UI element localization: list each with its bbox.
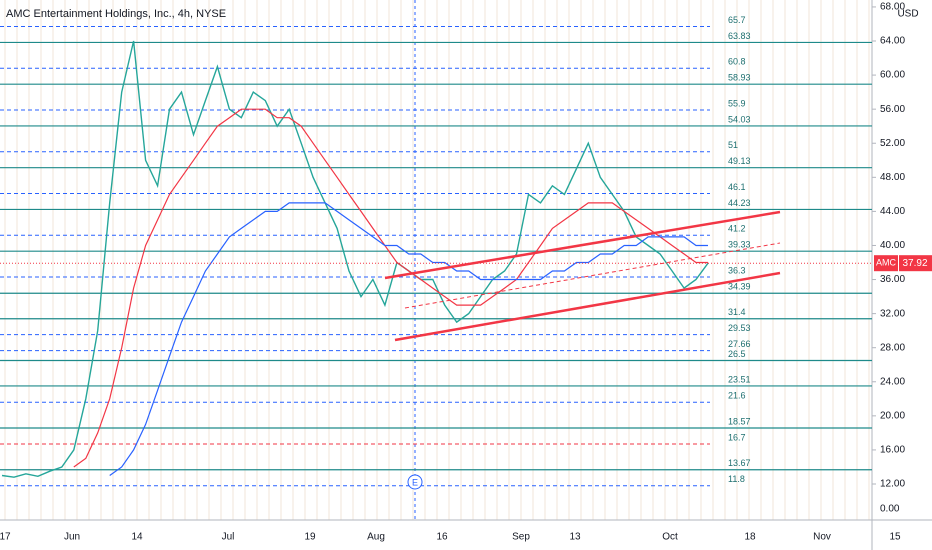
chart-title: AMC Entertainment Holdings, Inc., 4h, NY… (6, 8, 226, 20)
level-label: 36.3 (728, 265, 746, 275)
x-tick-label: Jul (222, 532, 235, 543)
level-label: 46.1 (728, 182, 746, 192)
y-tick-label: 64.00 (880, 36, 905, 47)
volume-tick-label: 0.00 (880, 504, 900, 515)
level-label: 27.66 (728, 339, 751, 349)
symbol-label: AMC (876, 258, 897, 268)
y-tick-label: 32.00 (880, 308, 905, 319)
level-label: 21.6 (728, 391, 746, 401)
level-label: 18.57 (728, 416, 751, 426)
level-label: 34.39 (728, 282, 751, 292)
level-label: 13.67 (728, 458, 751, 468)
level-label: 54.03 (728, 114, 751, 124)
vertical-grid (4, 0, 870, 520)
y-tick-label: 60.00 (880, 70, 905, 81)
series-line (73, 108, 708, 468)
x-tick-label: Nov (813, 532, 831, 543)
y-tick-label: 52.00 (880, 138, 905, 149)
level-label: 39.33 (728, 240, 751, 250)
x-tick-label: 17 (0, 532, 11, 543)
channel-lower (394, 271, 781, 342)
level-label: 16.7 (728, 432, 746, 442)
earnings-icon: E (412, 477, 418, 487)
currency: USD (897, 9, 918, 20)
level-label: 44.23 (728, 198, 751, 208)
plot: 65.7 63.83 60.8 58.93 55.9 54.03 51 49.13 46.1 44… (0, 15, 872, 487)
y-tick-label: 28.00 (880, 342, 905, 353)
y-tick-label: 40.00 (880, 240, 905, 251)
level-label: 51 (728, 140, 738, 150)
earnings-marker[interactable] (407, 474, 423, 490)
x-tick-label: 16 (436, 532, 448, 543)
channel-mid (404, 242, 781, 309)
y-tick-label: 16.00 (880, 445, 905, 456)
y-tick-label: 12.00 (880, 479, 905, 490)
y-tick-label: 36.00 (880, 274, 905, 285)
series-line (1, 40, 709, 478)
y-tick-label: 68.00 (880, 2, 905, 13)
price-tag (899, 255, 932, 272)
x-tick-label: Sep (512, 532, 530, 543)
y-tick-label: 48.00 (880, 172, 905, 183)
y-tick-label: 24.00 (880, 376, 905, 387)
level-label: 60.8 (728, 57, 746, 67)
x-tick-label: 15 (889, 532, 901, 543)
level-label: 58.93 (728, 73, 751, 83)
x-tick-label: Aug (367, 532, 385, 543)
symbol-tag (874, 255, 898, 272)
level-label: 26.5 (728, 349, 746, 359)
y-tick-label: 20.00 (880, 410, 905, 421)
level-label: 65.7 (728, 15, 746, 25)
x-tick-label: 13 (569, 532, 581, 543)
x-tick-label: 18 (744, 532, 756, 543)
level-label: 29.53 (728, 323, 751, 333)
y-tick-label: 56.00 (880, 104, 905, 115)
x-tick-label: 14 (131, 532, 143, 543)
level-label: 41.2 (728, 224, 746, 234)
level-label: 31.4 (728, 307, 746, 317)
price-label: 37.92 (902, 258, 927, 269)
series-line (109, 202, 708, 476)
level-label: 63.83 (728, 31, 751, 41)
level-label: 55.9 (728, 98, 746, 108)
channel-upper (384, 210, 781, 280)
level-label: 11.8 (728, 474, 745, 484)
level-label: 23.51 (728, 374, 751, 384)
x-tick-label: 19 (304, 532, 316, 543)
x-tick-label: Jun (64, 532, 80, 543)
y-tick-label: 44.00 (880, 206, 905, 217)
level-label: 49.13 (728, 156, 751, 166)
x-tick-label: Oct (662, 532, 678, 543)
